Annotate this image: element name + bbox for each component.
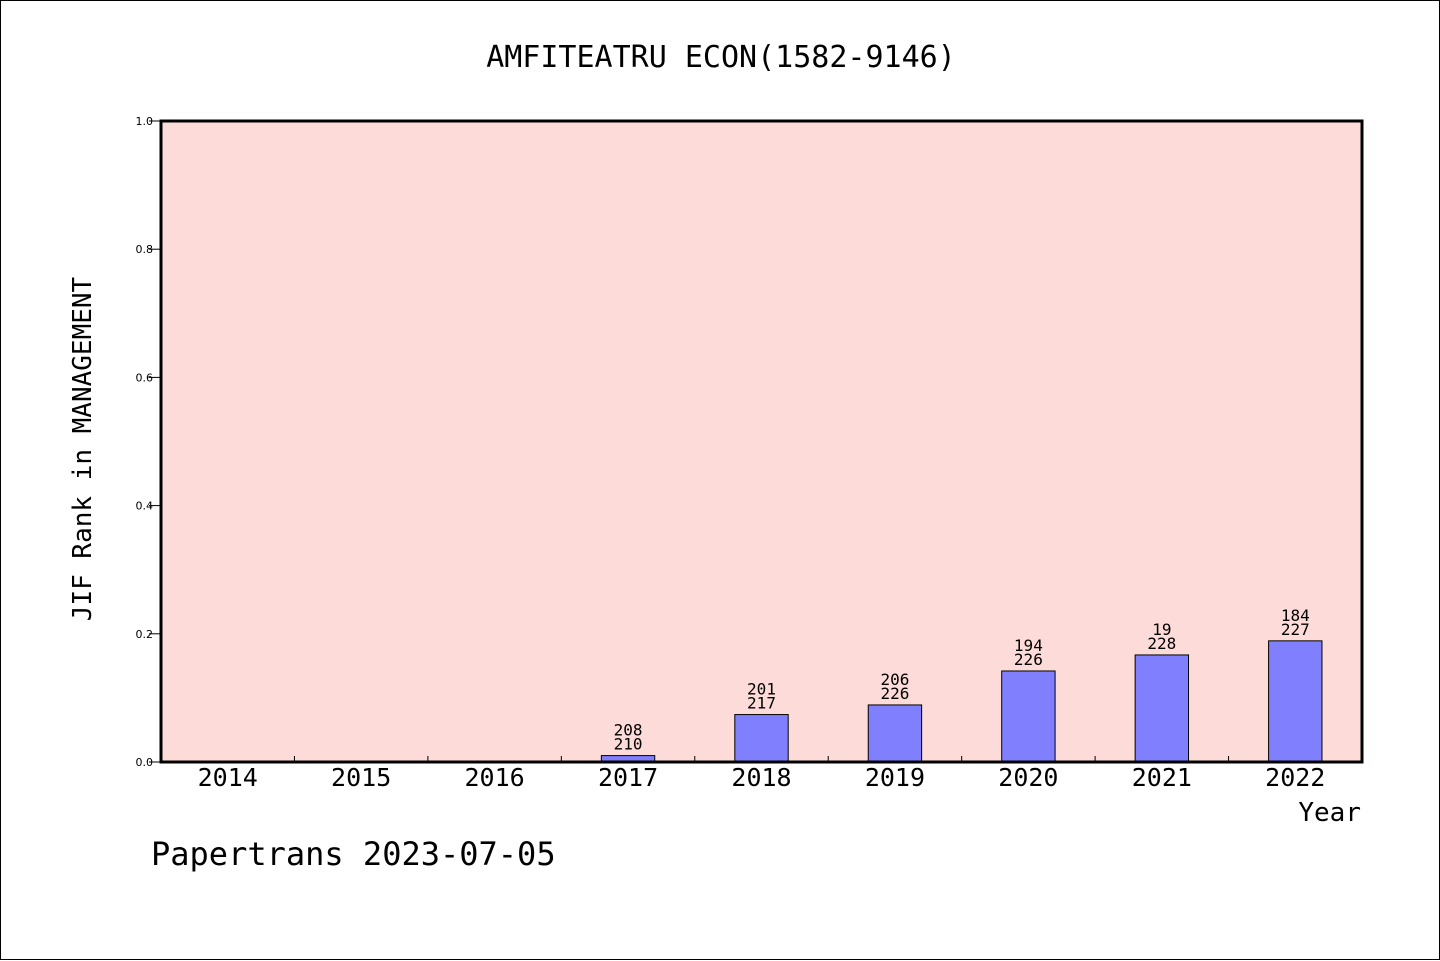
- x-tick-label: 2014: [198, 763, 258, 792]
- bar-label-rank: 201: [747, 680, 776, 699]
- footer-text: Papertrans 2023-07-05: [151, 835, 556, 873]
- x-tick-label: 2016: [465, 763, 525, 792]
- y-tick-label: 0.6: [136, 371, 154, 384]
- x-tick-label: 2022: [1265, 763, 1325, 792]
- bars-group: [600, 640, 1323, 763]
- y-tick-label: 0.8: [136, 243, 154, 256]
- y-tick-label: 0.4: [136, 500, 154, 513]
- y-tick-label: 0.0: [136, 756, 154, 769]
- y-tick-label: 1.0: [136, 115, 154, 128]
- chart-title: AMFITEATRU ECON(1582-9146): [486, 40, 956, 75]
- x-tick-label: 2018: [731, 763, 791, 792]
- x-axis-label: Year: [1298, 798, 1361, 828]
- bar-label-total: 227: [1281, 620, 1310, 639]
- bar-label-rank: 208: [614, 721, 643, 740]
- bar: [867, 704, 923, 763]
- bar-label-rank: 19: [1152, 620, 1171, 639]
- bar-label-rank: 184: [1281, 606, 1310, 625]
- x-tick-label: 2020: [998, 763, 1058, 792]
- x-tick-label: 2019: [865, 763, 925, 792]
- x-axis: 2014 2015 2016 2017 2018 2019 2020 2021 2022: [198, 756, 1325, 792]
- y-axis-label: JIF Rank in MANAGEMENT: [68, 276, 98, 621]
- bar-label-rank: 194: [1014, 636, 1043, 655]
- bar: [1134, 654, 1190, 763]
- y-axis: 0.0 0.2 0.4 0.6 0.8 1.0: [136, 115, 161, 769]
- bar: [1268, 640, 1323, 763]
- bar-label-total: 210: [614, 735, 643, 754]
- x-tick-label: 2015: [331, 763, 391, 792]
- plot-border: [159, 119, 1364, 764]
- bar: [1001, 670, 1056, 763]
- y-tick-label: 0.2: [136, 628, 154, 641]
- bar-label-rank: 206: [880, 670, 909, 689]
- bar-label-total: 226: [880, 684, 909, 703]
- bar-label-total: 217: [747, 694, 776, 713]
- x-tick-label: 2021: [1132, 763, 1192, 792]
- x-tick-label: 2017: [598, 763, 658, 792]
- bar-label-total: 226: [1014, 650, 1043, 669]
- bar: [734, 714, 789, 763]
- bar-label-total: 228: [1147, 634, 1176, 653]
